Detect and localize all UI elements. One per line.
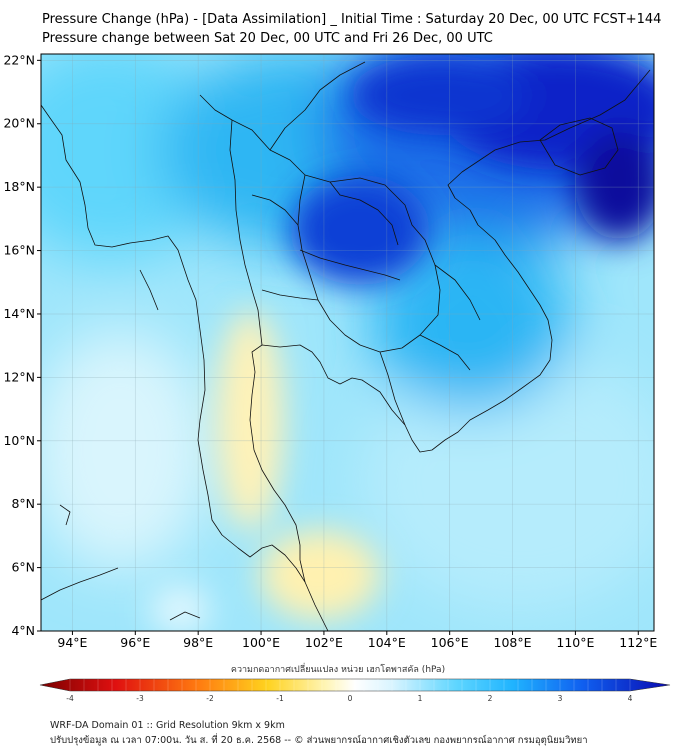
colorbar-tick-label: -2 [206, 694, 214, 703]
chart-title: Pressure Change (hPa) - [Data Assimilati… [42, 12, 662, 27]
footer-credit: ปรับปรุงข้อมูล ณ เวลา 07:00น. วัน ส. ที่… [50, 735, 588, 746]
chart-subtitle: Pressure change between Sat 20 Dec, 00 U… [42, 31, 493, 46]
map-frame [40, 53, 655, 632]
colorbar-tick-label: 4 [628, 694, 633, 703]
lon-tick-label: 98°E [183, 635, 213, 650]
pressure-field [41, 54, 654, 631]
colorbar-tick-label: 2 [488, 694, 493, 703]
longitude-axis: 94°E 96°E 98°E 100°E 102°E 104°E 106°E 108°E 110… [57, 631, 657, 650]
lat-tick-label: 10°N [3, 433, 35, 448]
lat-tick-label: 14°N [3, 306, 35, 321]
lon-tick-label: 106°E [431, 635, 469, 650]
lon-tick-label: 112°E [619, 635, 657, 650]
lat-tick-label: 22°N [3, 52, 35, 67]
footer-model-info: WRF-DA Domain 01 :: Grid Resolution 9km … [50, 720, 285, 731]
lon-tick-label: 94°E [57, 635, 87, 650]
latitude-axis: 22°N 20°N 18°N 16°N 14°N 12°N 10°N 8°N 6°N 4°N [3, 52, 41, 638]
lat-tick-label: 6°N [11, 560, 35, 575]
lat-tick-label: 16°N [3, 243, 35, 258]
colorbar-tick-label: -1 [276, 694, 284, 703]
colorbar-gradient [39, 678, 671, 692]
lon-tick-label: 96°E [120, 635, 150, 650]
lon-tick-label: 110°E [556, 635, 594, 650]
colorbar-tick-label: 1 [418, 694, 423, 703]
lon-tick-label: 100°E [242, 635, 280, 650]
lon-tick-label: 102°E [305, 635, 343, 650]
graticule [41, 54, 654, 631]
colorbar-tick-label: 3 [558, 694, 563, 703]
colorbar-tick-label: 0 [348, 694, 353, 703]
colorbar-ticks: -4 -3 -2 -1 0 1 2 3 4 [66, 679, 633, 703]
lon-tick-label: 108°E [494, 635, 532, 650]
colorbar: -4 -3 -2 -1 0 1 2 3 4 [39, 678, 671, 703]
lat-tick-label: 12°N [3, 369, 35, 384]
lon-tick-label: 104°E [368, 635, 406, 650]
colorbar-title: ความกดอากาศเปลี่ยนแปลง หน่วย เฮกโตพาสคัล… [230, 665, 446, 675]
colorbar-tick-label: -3 [136, 694, 144, 703]
lat-tick-label: 18°N [3, 179, 35, 194]
lat-tick-label: 4°N [11, 623, 35, 638]
colorbar-tick-label: -4 [66, 694, 74, 703]
lat-tick-label: 20°N [3, 116, 35, 131]
coastlines [41, 61, 651, 631]
lat-tick-label: 8°N [11, 496, 35, 511]
